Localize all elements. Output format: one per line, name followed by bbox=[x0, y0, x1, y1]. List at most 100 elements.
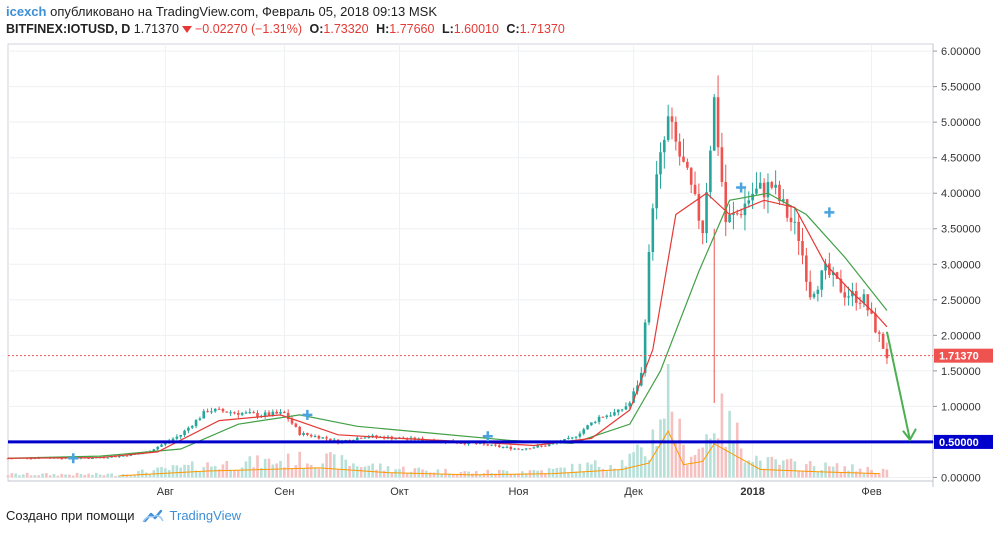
volume-bar bbox=[198, 471, 202, 478]
volume-bar bbox=[18, 475, 21, 478]
volume-bar bbox=[524, 473, 528, 478]
support-label-bg bbox=[934, 434, 993, 449]
candle-body bbox=[171, 438, 175, 441]
volume-bar bbox=[64, 474, 67, 478]
candle-body bbox=[6, 458, 10, 460]
candle-body bbox=[835, 272, 839, 279]
candle-body bbox=[758, 182, 762, 189]
candle-body bbox=[540, 445, 543, 447]
candle-body bbox=[198, 418, 202, 420]
candle-body bbox=[179, 435, 183, 437]
volume-bar bbox=[294, 465, 298, 478]
volume-bar bbox=[678, 418, 681, 478]
x-tick-label: Фев bbox=[861, 486, 881, 498]
candle-body bbox=[164, 442, 167, 445]
volume-bar bbox=[766, 457, 770, 478]
volume-bar bbox=[244, 461, 248, 478]
volume-bar bbox=[616, 469, 620, 478]
x-tick-label: Дек bbox=[624, 486, 643, 498]
volume-bar bbox=[371, 463, 374, 478]
candle-body bbox=[651, 208, 655, 253]
volume-bar bbox=[229, 469, 232, 478]
candle-body bbox=[302, 433, 305, 435]
last-price-label: 1.71370 bbox=[939, 351, 979, 363]
volume-bar bbox=[497, 469, 501, 478]
volume-bar bbox=[486, 469, 490, 478]
candle-body bbox=[114, 456, 117, 458]
volume-bar bbox=[843, 466, 847, 478]
volume-bar bbox=[325, 453, 328, 478]
volume-bar bbox=[789, 458, 793, 478]
volume-bar bbox=[33, 475, 37, 478]
candle-body bbox=[547, 444, 551, 447]
candle-body bbox=[283, 412, 286, 414]
volume-bar bbox=[747, 460, 751, 478]
volume-bar bbox=[141, 469, 144, 478]
volume-bar bbox=[217, 469, 221, 478]
candle-body bbox=[306, 433, 309, 435]
volume-bar bbox=[275, 463, 278, 478]
candle-body bbox=[782, 199, 785, 202]
volume-bar bbox=[824, 462, 827, 478]
volume-bar bbox=[567, 472, 570, 478]
candle-body bbox=[118, 456, 121, 458]
candle-body bbox=[202, 411, 206, 419]
volume-bar bbox=[175, 465, 179, 478]
candle-body bbox=[709, 150, 712, 193]
candle-body bbox=[248, 412, 252, 414]
footer: Создано при помощи TradingView bbox=[6, 508, 241, 523]
volume-bar bbox=[436, 469, 440, 478]
candle-body bbox=[206, 411, 209, 413]
candle-body bbox=[570, 437, 574, 439]
volume-bar bbox=[355, 466, 359, 478]
candle-body bbox=[670, 116, 674, 122]
volume-bar bbox=[202, 467, 206, 478]
volume-bar bbox=[597, 466, 601, 478]
candle-body bbox=[689, 167, 693, 185]
volume-bar bbox=[129, 475, 133, 478]
candle-body bbox=[183, 430, 186, 436]
volume-bar bbox=[490, 473, 493, 478]
price-change: −0.02270 (−1.31%) bbox=[194, 22, 303, 36]
candle-body bbox=[712, 97, 716, 151]
volume-bar bbox=[428, 472, 432, 478]
candle-body bbox=[536, 445, 539, 448]
candle-body bbox=[862, 294, 866, 304]
volume-bar bbox=[547, 468, 551, 478]
candle-body bbox=[877, 332, 881, 334]
candle-body bbox=[294, 423, 298, 427]
volume-bar bbox=[164, 468, 167, 478]
author-name[interactable]: icexch bbox=[6, 4, 47, 19]
volume-bar bbox=[709, 438, 712, 478]
volume-bar bbox=[260, 467, 263, 478]
candle-body bbox=[275, 411, 278, 414]
volume-bar bbox=[555, 467, 559, 478]
candle-body bbox=[563, 438, 566, 442]
volume-bar bbox=[267, 458, 271, 478]
volume-bar bbox=[71, 475, 75, 478]
volume-bar bbox=[133, 474, 136, 478]
candle-body bbox=[720, 147, 724, 182]
tradingview-logo[interactable]: TradingView bbox=[141, 508, 241, 523]
candle-body bbox=[160, 444, 163, 447]
candle-body bbox=[839, 278, 843, 293]
candle-body bbox=[355, 437, 359, 441]
volume-bar bbox=[340, 455, 344, 478]
y-tick-label: 3.50000 bbox=[941, 224, 981, 236]
candle-body bbox=[486, 444, 490, 446]
candle-body bbox=[367, 437, 371, 439]
candle-body bbox=[225, 411, 229, 413]
candle-body bbox=[820, 270, 823, 290]
volume-bar bbox=[110, 473, 113, 478]
candle-body bbox=[497, 445, 501, 448]
volume-bar bbox=[87, 473, 90, 478]
volume-bar bbox=[317, 468, 321, 478]
high-label: H: bbox=[376, 22, 390, 36]
volume-bar bbox=[712, 433, 716, 478]
volume-bar bbox=[643, 456, 647, 478]
volume-bar bbox=[697, 448, 701, 478]
volume-bar bbox=[605, 471, 609, 478]
volume-bar bbox=[582, 471, 586, 478]
volume-bar bbox=[632, 452, 635, 478]
